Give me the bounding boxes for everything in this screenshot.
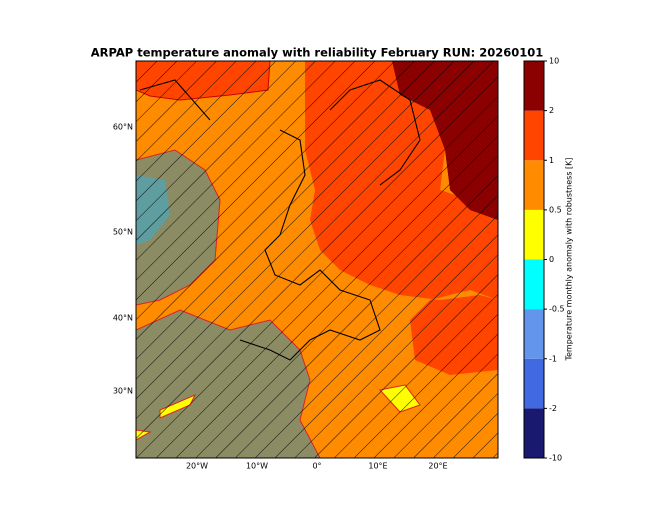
robustness-hatching bbox=[136, 61, 498, 458]
lon-label: 10°W bbox=[246, 462, 268, 471]
lat-label: 60°N bbox=[113, 123, 133, 132]
lon-label: 10°E bbox=[368, 462, 387, 471]
lat-label: 50°N bbox=[113, 228, 133, 237]
lon-label: 20°E bbox=[428, 462, 447, 471]
lat-label: 30°N bbox=[113, 387, 133, 396]
colorbar-tick-label: 0 bbox=[549, 255, 554, 264]
colorbar-bin bbox=[524, 259, 544, 310]
colorbar-tick-label: 1 bbox=[549, 156, 554, 165]
colorbar-tick-label: -10 bbox=[549, 454, 562, 463]
colorbar-tick-label: 10 bbox=[549, 57, 559, 66]
colorbar-tick-label: -0.5 bbox=[549, 305, 565, 314]
map-title: ARPAP temperature anomaly with reliabili… bbox=[91, 46, 543, 60]
colorbar-bin bbox=[524, 358, 544, 409]
lon-labels: 20°W 10°W 0° 10°E 20°E bbox=[186, 462, 448, 471]
lon-label: 20°W bbox=[186, 462, 208, 471]
colorbar-tick-label: 2 bbox=[549, 106, 554, 115]
colorbar-bin bbox=[524, 408, 544, 458]
lon-label: 0° bbox=[312, 462, 321, 471]
colorbar-label: Temperature monthly anomaly with robustn… bbox=[565, 157, 574, 361]
map-area bbox=[136, 61, 498, 458]
colorbar-tick-label: -1 bbox=[549, 354, 557, 363]
colorbar-bin bbox=[524, 160, 544, 210]
colorbar-bin bbox=[524, 61, 544, 111]
colorbar-tick-label: 0.5 bbox=[549, 205, 562, 214]
colorbar-bin bbox=[524, 309, 544, 359]
colorbar-tick-label: -2 bbox=[549, 404, 557, 413]
lat-labels: 60°N 50°N 40°N 30°N bbox=[113, 123, 133, 396]
lat-label: 40°N bbox=[113, 314, 133, 323]
map-frame bbox=[135, 60, 499, 459]
colorbar: -10 -2 -1 -0.5 0 0.5 1 2 10 bbox=[523, 57, 565, 463]
colorbar-bin bbox=[524, 209, 544, 260]
colorbar-bin bbox=[524, 110, 544, 161]
